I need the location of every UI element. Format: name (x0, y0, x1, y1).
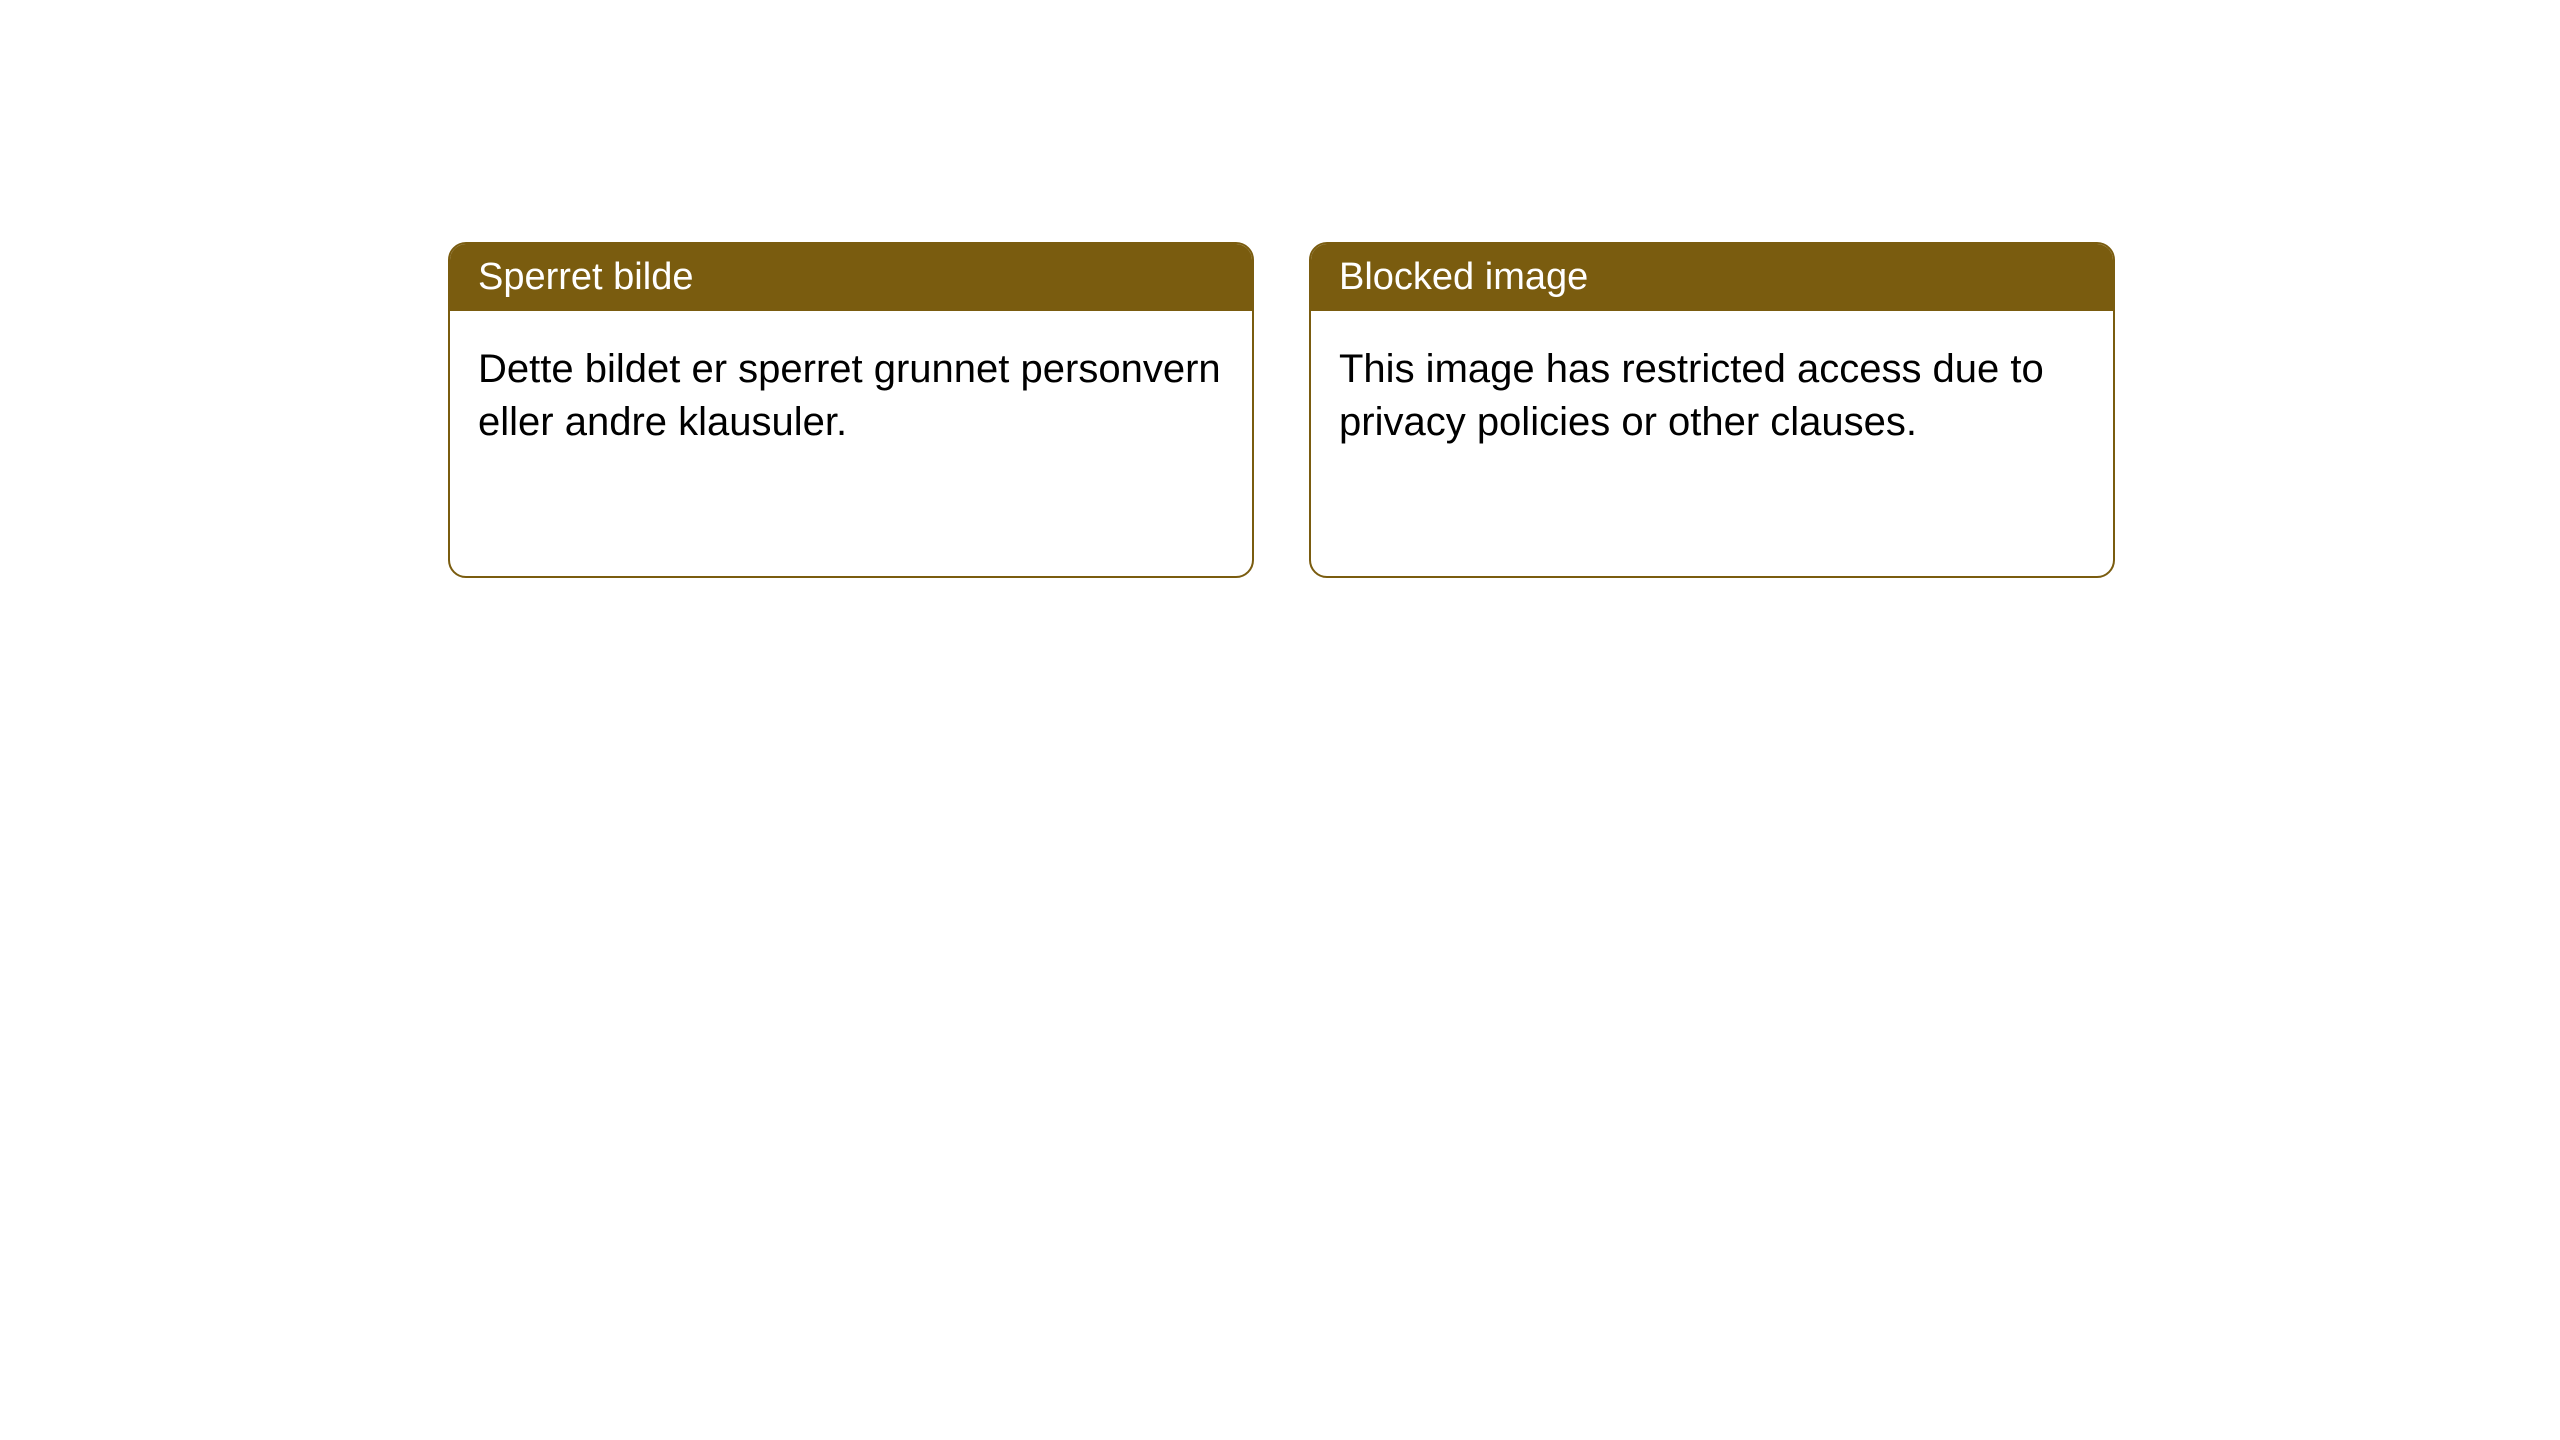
card-body-text: This image has restricted access due to … (1339, 347, 2044, 444)
notice-card-english: Blocked image This image has restricted … (1309, 242, 2115, 578)
card-body: This image has restricted access due to … (1311, 311, 2113, 481)
card-title: Blocked image (1339, 256, 1588, 298)
card-header: Sperret bilde (450, 244, 1252, 311)
card-header: Blocked image (1311, 244, 2113, 311)
card-body: Dette bildet er sperret grunnet personve… (450, 311, 1252, 481)
card-body-text: Dette bildet er sperret grunnet personve… (478, 347, 1221, 444)
notice-card-norwegian: Sperret bilde Dette bildet er sperret gr… (448, 242, 1254, 578)
card-title: Sperret bilde (478, 256, 693, 298)
notice-cards-container: Sperret bilde Dette bildet er sperret gr… (448, 242, 2115, 578)
